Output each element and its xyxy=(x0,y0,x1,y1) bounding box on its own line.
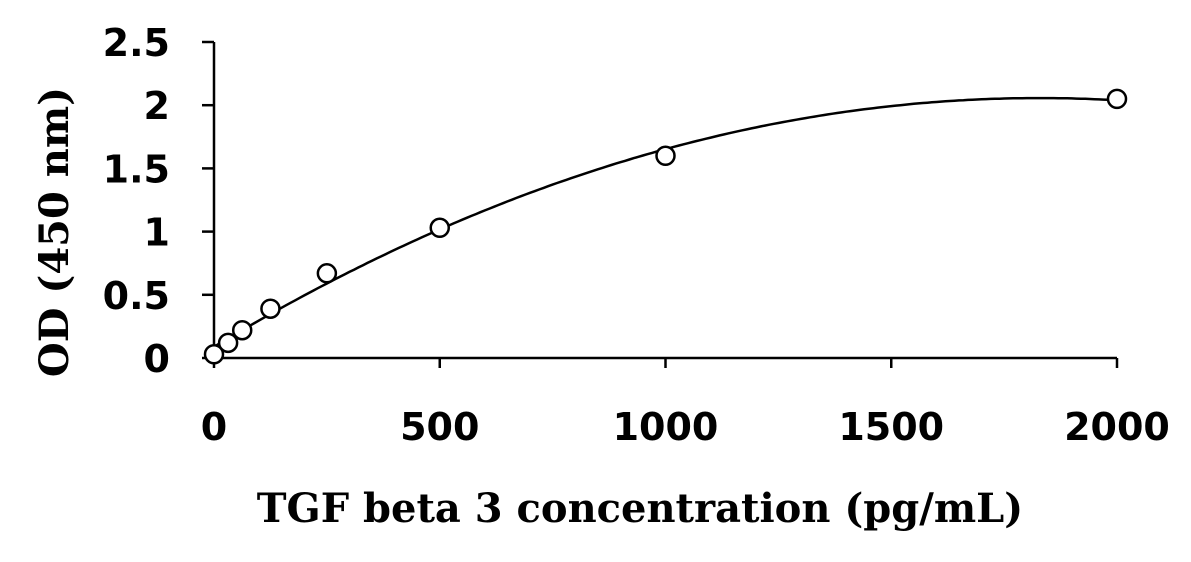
x-axis-ticks: 0 500 1000 1500 2000 xyxy=(201,358,1170,449)
x-axis-title: TGF beta 3 concentration (pg/mL) xyxy=(257,485,1023,532)
x-tick-label: 2000 xyxy=(1064,405,1170,449)
y-tick-label: 1.5 xyxy=(103,147,170,191)
fit-curve-line xyxy=(213,96,1118,348)
x-tick-label: 0 xyxy=(201,405,227,449)
data-point xyxy=(316,263,338,284)
data-point xyxy=(203,343,225,365)
y-axis-title: OD (450 nm) xyxy=(31,87,78,377)
data-points xyxy=(203,88,1128,365)
x-tick-label: 1000 xyxy=(613,405,719,449)
data-point xyxy=(231,319,253,341)
data-point xyxy=(217,332,239,354)
y-tick-label: 1 xyxy=(144,211,170,255)
y-tick-label: 0 xyxy=(144,337,170,381)
x-tick-label: 1500 xyxy=(838,405,944,449)
data-point xyxy=(1106,88,1128,110)
y-tick-label: 2 xyxy=(144,84,170,128)
data-point xyxy=(429,217,450,239)
data-point xyxy=(260,298,281,319)
data-point xyxy=(655,145,676,167)
x-tick-label: 500 xyxy=(400,405,479,449)
y-tick-label: 0.5 xyxy=(103,274,170,318)
y-axis-ticks: 0 0.5 1 1.5 2 2.5 xyxy=(103,21,214,381)
y-tick-label: 2.5 xyxy=(103,21,170,65)
